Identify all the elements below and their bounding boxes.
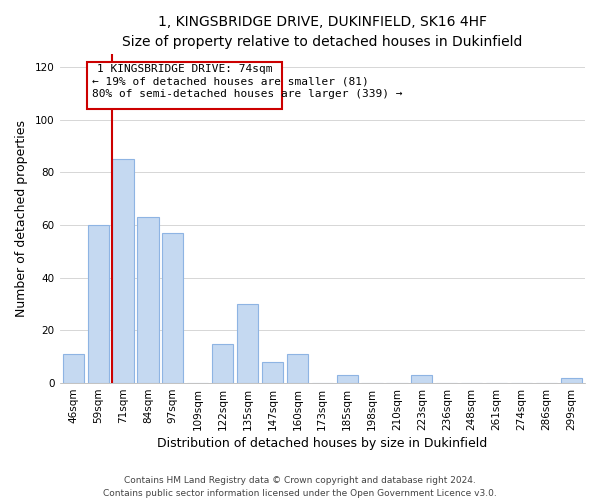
- Bar: [162, 233, 184, 383]
- Text: 80% of semi-detached houses are larger (339) →: 80% of semi-detached houses are larger (…: [92, 90, 403, 100]
- FancyBboxPatch shape: [87, 62, 283, 109]
- Bar: [287, 354, 308, 383]
- Bar: [112, 159, 134, 383]
- Bar: [88, 225, 109, 383]
- Bar: [137, 217, 158, 383]
- Bar: [337, 375, 358, 383]
- Bar: [212, 344, 233, 383]
- Bar: [561, 378, 582, 383]
- Bar: [262, 362, 283, 383]
- Text: ← 19% of detached houses are smaller (81): ← 19% of detached houses are smaller (81…: [92, 76, 368, 86]
- Text: 1 KINGSBRIDGE DRIVE: 74sqm: 1 KINGSBRIDGE DRIVE: 74sqm: [97, 64, 272, 74]
- Bar: [412, 375, 433, 383]
- X-axis label: Distribution of detached houses by size in Dukinfield: Distribution of detached houses by size …: [157, 437, 487, 450]
- Bar: [237, 304, 258, 383]
- Y-axis label: Number of detached properties: Number of detached properties: [15, 120, 28, 317]
- Title: 1, KINGSBRIDGE DRIVE, DUKINFIELD, SK16 4HF
Size of property relative to detached: 1, KINGSBRIDGE DRIVE, DUKINFIELD, SK16 4…: [122, 15, 523, 48]
- Bar: [62, 354, 84, 383]
- Text: Contains HM Land Registry data © Crown copyright and database right 2024.
Contai: Contains HM Land Registry data © Crown c…: [103, 476, 497, 498]
